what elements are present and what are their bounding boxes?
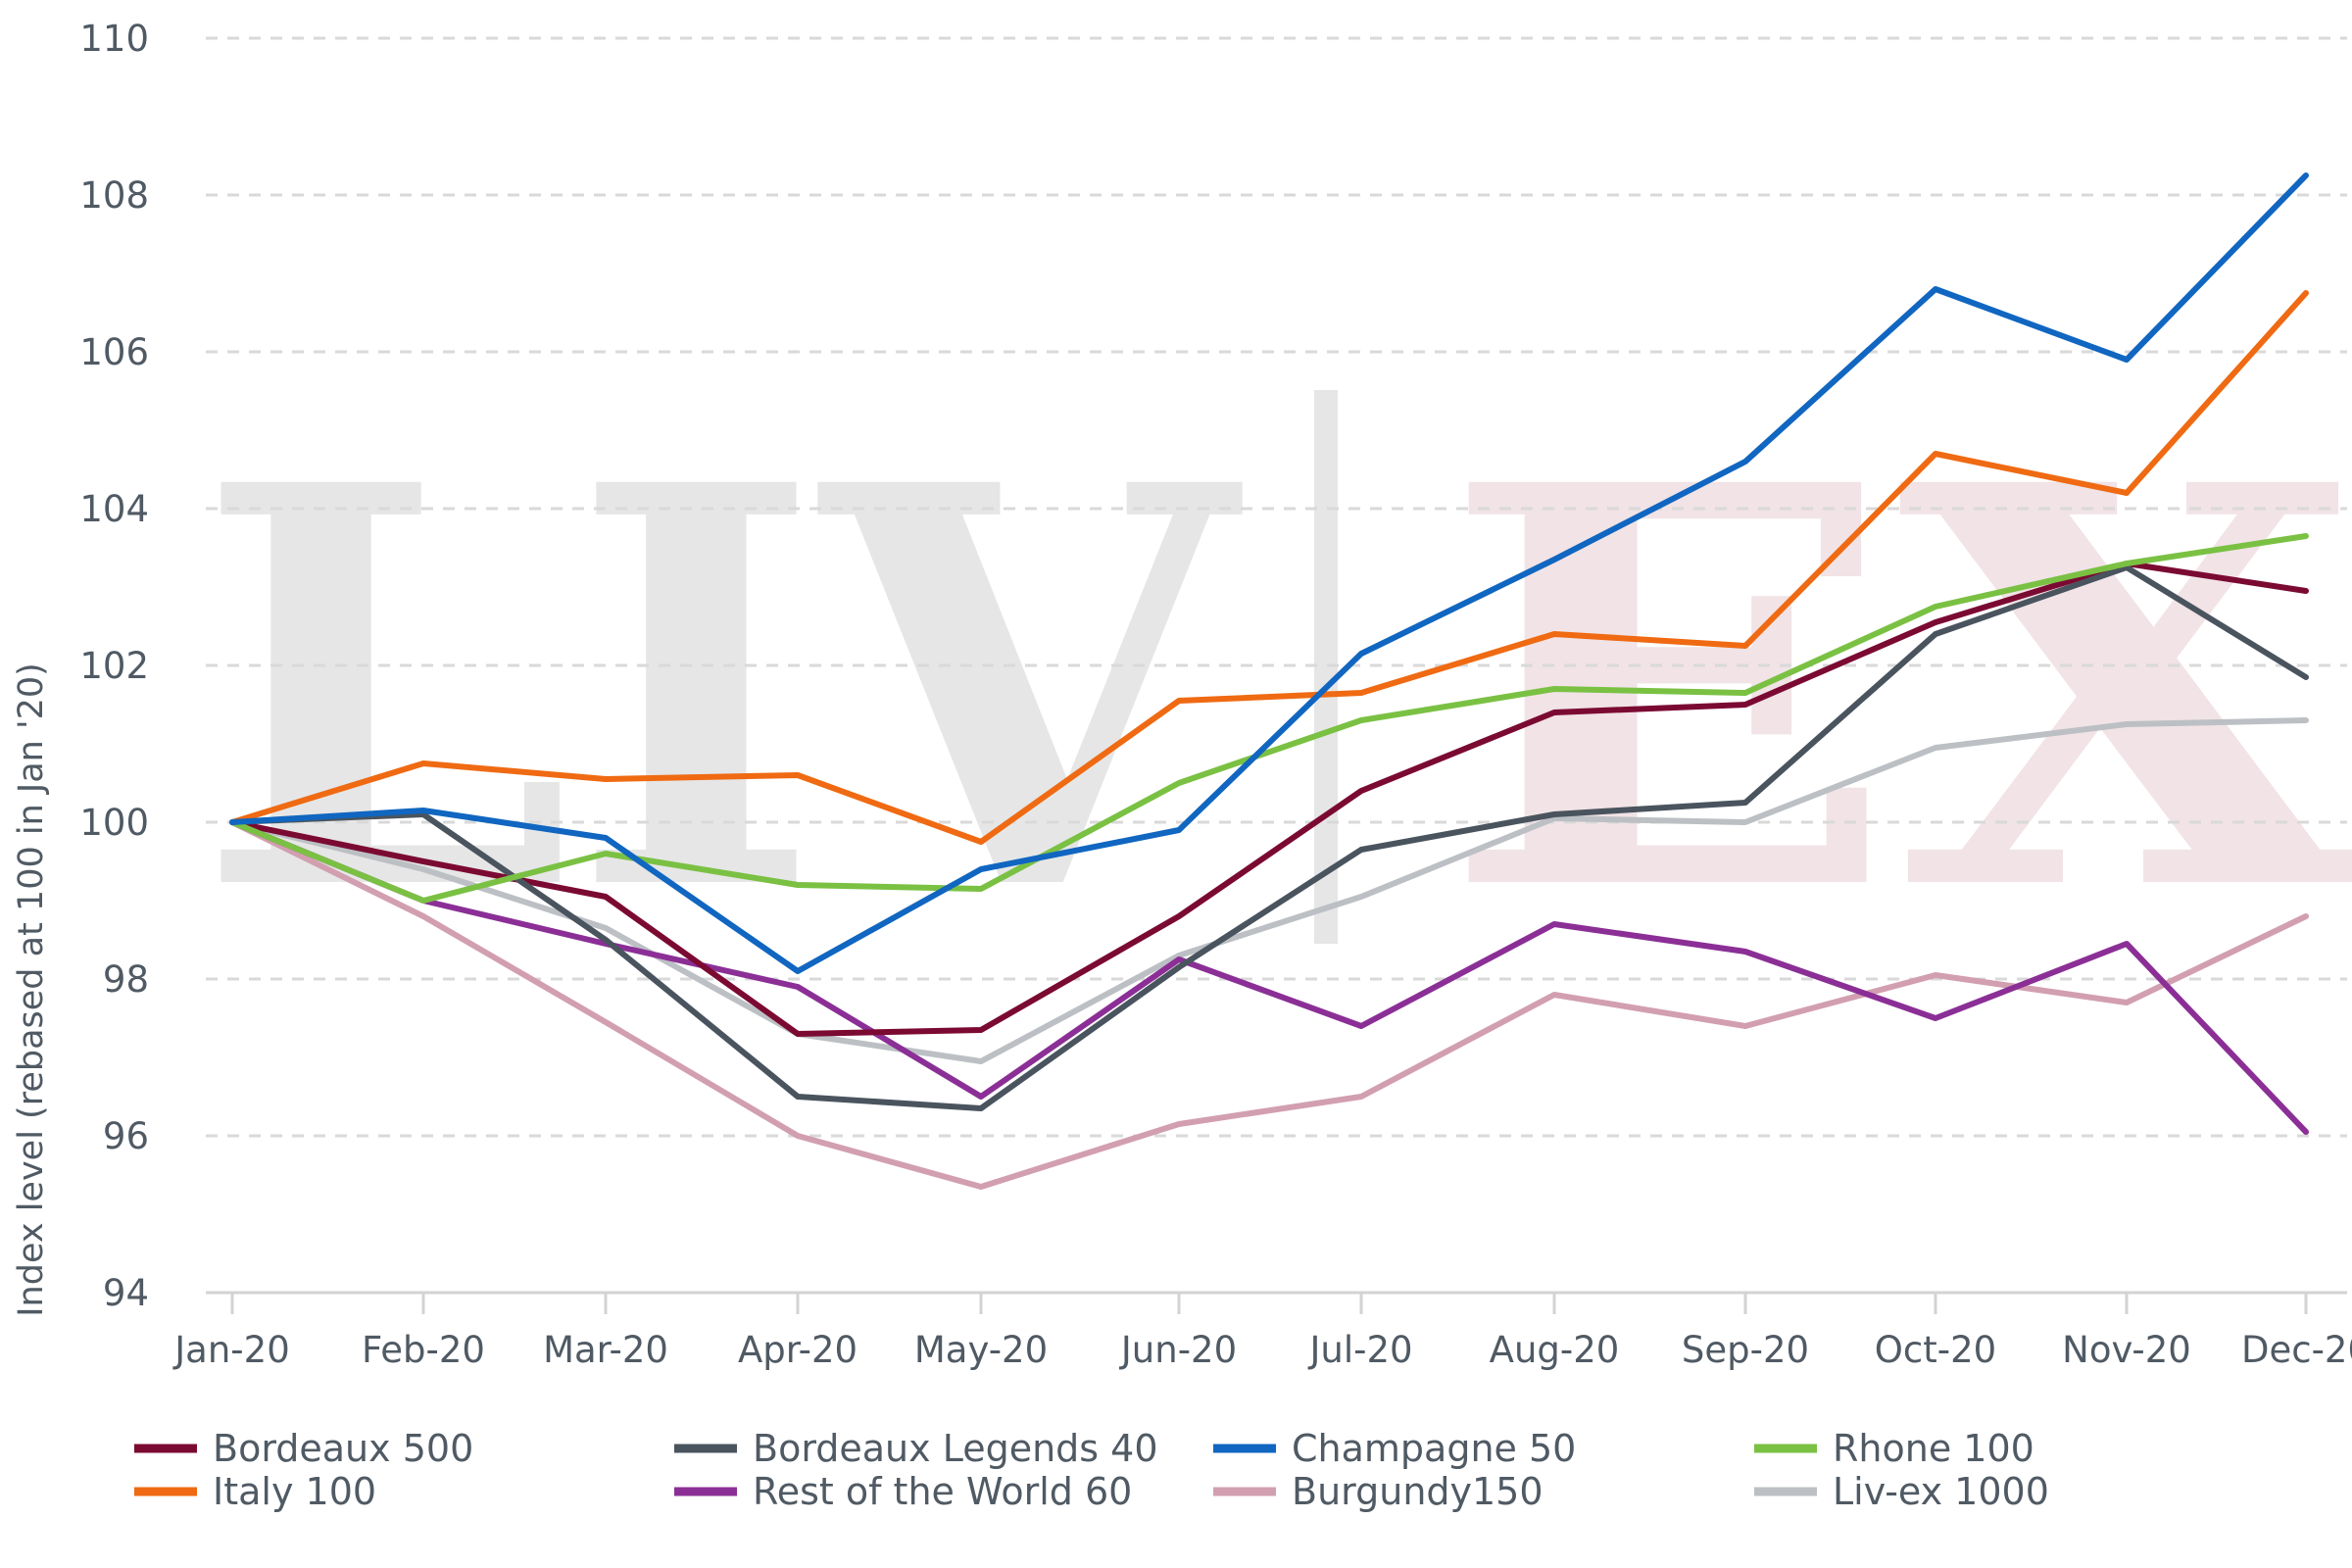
- livex-watermark-logo: LIV EX: [196, 368, 2352, 1012]
- x-tick-label: Feb-20: [362, 1329, 485, 1371]
- x-tick-label: May-20: [914, 1329, 1048, 1371]
- x-tick-label: Aug-20: [1490, 1329, 1620, 1371]
- legend-label: Rhone 100: [1833, 1427, 2034, 1470]
- y-tick-label: 102: [79, 645, 149, 687]
- x-tick-label: Dec-20: [2241, 1329, 2352, 1371]
- y-tick-label: 98: [103, 958, 149, 1001]
- legend-item: Burgundy150: [1213, 1470, 1544, 1513]
- y-tick-label: 94: [103, 1272, 149, 1314]
- series-line-bordeaux-500: [229, 561, 2309, 1037]
- y-tick-label: 108: [79, 174, 149, 217]
- legend-label: Bordeaux Legends 40: [753, 1427, 1158, 1470]
- series-line-rest-of-the-world-60: [229, 819, 2309, 1135]
- y-tick-labels: 94 96 98 100 102 104 106 108 110: [79, 18, 149, 1314]
- legend-item: Champagne 50: [1213, 1427, 1576, 1470]
- legend-item: Bordeaux Legends 40: [674, 1427, 1158, 1470]
- x-tick-label: Apr-20: [738, 1329, 858, 1371]
- legend-label: Burgundy150: [1292, 1470, 1544, 1513]
- x-tick-label: Oct-20: [1875, 1329, 1996, 1371]
- y-axis-title: Index level (rebased at 100 in Jan '20): [12, 662, 51, 1317]
- x-tick-label: Jun-20: [1119, 1329, 1237, 1371]
- series-line-champagne-50: [229, 172, 2309, 974]
- x-tick-label: Jul-20: [1307, 1329, 1412, 1371]
- y-tick-label: 110: [79, 18, 149, 60]
- legend-label: Bordeaux 500: [213, 1427, 473, 1470]
- y-tick-label: 104: [79, 488, 149, 530]
- legend-label: Rest of the World 60: [753, 1470, 1132, 1513]
- legend-item: Bordeaux 500: [134, 1427, 473, 1470]
- y-tick-label: 106: [79, 331, 149, 373]
- legend-item: Rest of the World 60: [674, 1470, 1132, 1513]
- legend-item: Rhone 100: [1754, 1427, 2034, 1470]
- legend-label: Liv-ex 1000: [1833, 1470, 2049, 1513]
- x-tick-label: Sep-20: [1682, 1329, 1809, 1371]
- legend: Bordeaux 500 Bordeaux Legends 40 Champagne…: [134, 1427, 2049, 1513]
- x-tick-labels: Jan-20 Feb-20 Mar-20 Apr-20 May-20 Jun-20 Jul-…: [172, 1329, 2352, 1371]
- series-line-rhone-100: [229, 533, 2309, 904]
- series-lines: [229, 172, 2309, 1190]
- legend-item: Liv-ex 1000: [1754, 1470, 2049, 1513]
- series-line-bordeaux-legends-40: [229, 564, 2309, 1111]
- x-tick-label: Mar-20: [543, 1329, 668, 1371]
- watermark-left-text: LIV: [196, 368, 1246, 1012]
- legend-label: Champagne 50: [1292, 1427, 1576, 1470]
- series-line-burgundy150: [229, 819, 2309, 1190]
- legend-label: Italy 100: [213, 1470, 376, 1513]
- x-tick-label: Jan-20: [172, 1329, 289, 1371]
- x-tick-label: Nov-20: [2062, 1329, 2191, 1371]
- legend-item: Italy 100: [134, 1470, 376, 1513]
- y-tick-label: 96: [103, 1115, 149, 1157]
- y-tick-label: 100: [79, 802, 149, 844]
- series-line-italy-100: [229, 290, 2309, 845]
- axes: [206, 1291, 2347, 1314]
